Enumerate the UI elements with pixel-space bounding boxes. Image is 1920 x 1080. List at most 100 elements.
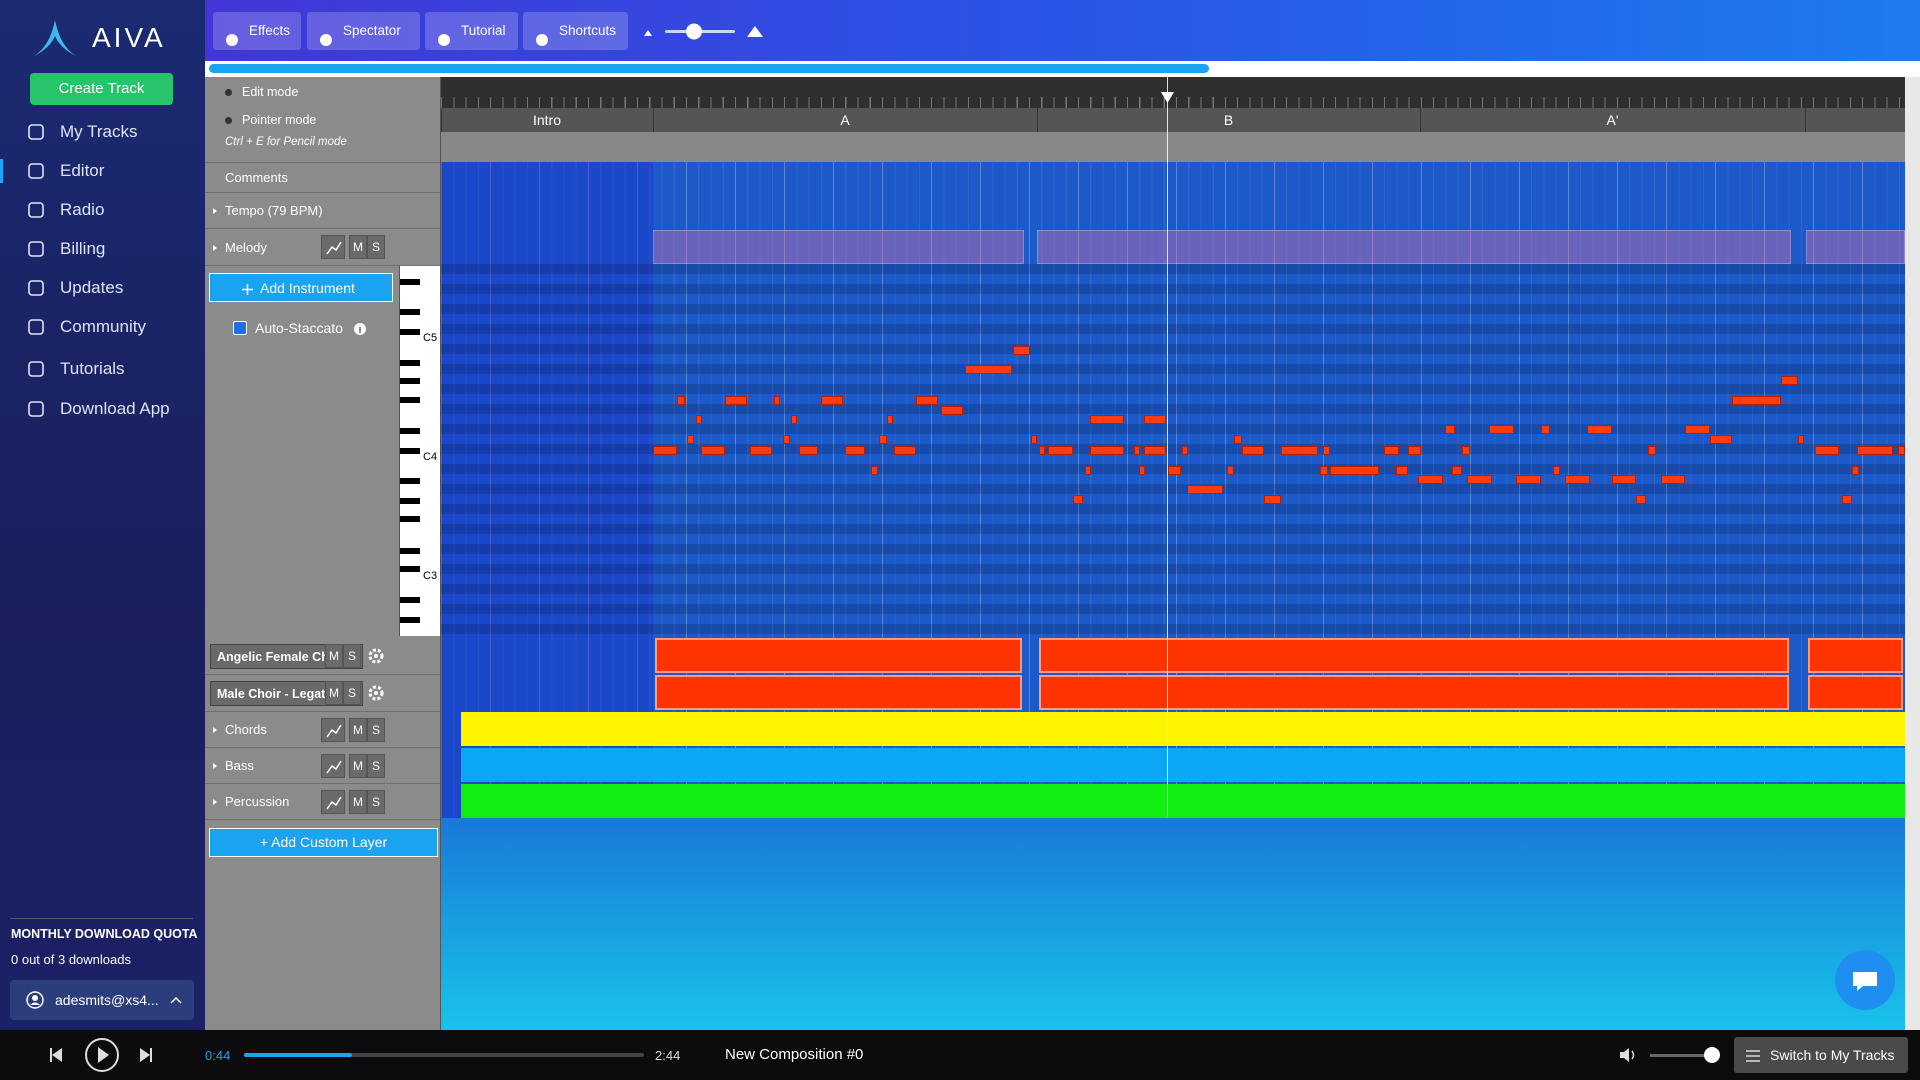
- note[interactable]: [1143, 415, 1166, 425]
- section-label[interactable]: B: [1223, 112, 1234, 128]
- note[interactable]: [1383, 445, 1399, 455]
- note[interactable]: [916, 395, 939, 405]
- note[interactable]: [798, 445, 819, 455]
- note[interactable]: [1489, 425, 1514, 435]
- note[interactable]: [1138, 465, 1146, 475]
- note[interactable]: [700, 445, 726, 455]
- note[interactable]: [677, 395, 685, 405]
- note[interactable]: [1587, 425, 1612, 435]
- choir-region[interactable]: [1039, 675, 1789, 710]
- note[interactable]: [652, 445, 678, 455]
- note[interactable]: [1467, 475, 1492, 485]
- create-track-button[interactable]: Create Track: [30, 73, 173, 105]
- note[interactable]: [1636, 494, 1646, 504]
- expand-arrow[interactable]: [213, 763, 217, 769]
- nav-item[interactable]: Radio: [60, 200, 105, 219]
- note[interactable]: [774, 395, 781, 405]
- expand-arrow[interactable]: [213, 727, 217, 733]
- note[interactable]: [886, 415, 893, 425]
- note[interactable]: [1320, 465, 1328, 475]
- note[interactable]: [965, 365, 1012, 375]
- note[interactable]: [1797, 434, 1804, 444]
- section-label[interactable]: A': [1606, 112, 1619, 128]
- expand-arrow[interactable]: [213, 208, 217, 214]
- note[interactable]: [1089, 445, 1125, 455]
- toolbar-button[interactable]: Shortcuts: [523, 12, 628, 50]
- note[interactable]: [894, 445, 917, 455]
- choir-region[interactable]: [655, 638, 1022, 673]
- mute-button[interactable]: M: [349, 790, 367, 814]
- note[interactable]: [1089, 415, 1125, 425]
- note[interactable]: [1516, 475, 1541, 485]
- toolbar-button[interactable]: Effects: [213, 12, 301, 50]
- note[interactable]: [1031, 434, 1038, 444]
- layer-region[interactable]: [461, 712, 1905, 746]
- note[interactable]: [725, 395, 748, 405]
- note[interactable]: [1143, 445, 1166, 455]
- note[interactable]: [1685, 425, 1710, 435]
- mute-button[interactable]: M: [349, 754, 367, 778]
- volume-track[interactable]: [1650, 1054, 1712, 1057]
- switch-button[interactable]: Switch to My Tracks: [1734, 1037, 1908, 1073]
- choir-region[interactable]: [1808, 675, 1903, 710]
- nav-item[interactable]: Community: [60, 317, 146, 336]
- expand-arrow[interactable]: [213, 244, 217, 251]
- add-custom-layer-button[interactable]: + Add Custom Layer: [209, 828, 438, 857]
- note[interactable]: [1227, 465, 1235, 475]
- nav-item[interactable]: Download App: [60, 399, 170, 418]
- note[interactable]: [879, 434, 887, 444]
- note[interactable]: [1611, 475, 1637, 485]
- note[interactable]: [1452, 465, 1463, 475]
- checkbox-label[interactable]: Auto-Staccato: [255, 320, 343, 336]
- note[interactable]: [1418, 475, 1443, 485]
- note[interactable]: [1012, 345, 1030, 355]
- solo-button[interactable]: S: [367, 754, 385, 778]
- mode-option[interactable]: Pointer mode: [242, 113, 317, 127]
- note[interactable]: [1234, 434, 1242, 444]
- solo-button[interactable]: S: [367, 235, 385, 259]
- solo-button[interactable]: S: [343, 681, 361, 705]
- toolbar-button[interactable]: Spectator: [307, 12, 420, 50]
- mode-option[interactable]: Edit mode: [242, 85, 299, 99]
- note[interactable]: [1329, 465, 1379, 475]
- layer-region[interactable]: [461, 748, 1905, 782]
- nav-item[interactable]: Editor: [60, 161, 105, 180]
- nav-item[interactable]: My Tracks: [60, 122, 138, 141]
- note[interactable]: [782, 434, 790, 444]
- note[interactable]: [820, 395, 843, 405]
- note[interactable]: [1408, 445, 1421, 455]
- note[interactable]: [1540, 425, 1551, 435]
- solo-button[interactable]: S: [367, 718, 385, 742]
- solo-button[interactable]: S: [343, 644, 361, 668]
- note[interactable]: [1281, 445, 1318, 455]
- note[interactable]: [1181, 445, 1188, 455]
- note[interactable]: [749, 445, 772, 455]
- note[interactable]: [1038, 445, 1045, 455]
- note[interactable]: [1241, 445, 1264, 455]
- note[interactable]: [1445, 425, 1455, 435]
- toolbar-button[interactable]: Tutorial: [425, 12, 518, 50]
- checkbox[interactable]: [233, 321, 247, 335]
- note[interactable]: [940, 405, 963, 415]
- note[interactable]: [1648, 445, 1656, 455]
- zoom-slider[interactable]: [640, 20, 770, 44]
- note[interactable]: [791, 415, 798, 425]
- section-label[interactable]: A: [840, 112, 850, 128]
- expand-arrow[interactable]: [213, 799, 217, 805]
- user-menu[interactable]: adesmits@xs4...: [10, 980, 194, 1020]
- note[interactable]: [1072, 494, 1083, 504]
- choir-region[interactable]: [1808, 638, 1903, 673]
- note[interactable]: [1731, 395, 1781, 405]
- note[interactable]: [1462, 445, 1470, 455]
- mute-button[interactable]: M: [325, 644, 343, 668]
- note[interactable]: [1780, 376, 1798, 386]
- note[interactable]: [1263, 494, 1281, 504]
- note[interactable]: [1186, 485, 1224, 495]
- section-label[interactable]: Intro: [532, 112, 561, 128]
- melody-region[interactable]: [1037, 230, 1791, 264]
- note[interactable]: [1048, 445, 1073, 455]
- note[interactable]: [1709, 434, 1732, 444]
- solo-button[interactable]: S: [367, 790, 385, 814]
- note[interactable]: [1841, 494, 1852, 504]
- mute-button[interactable]: M: [349, 718, 367, 742]
